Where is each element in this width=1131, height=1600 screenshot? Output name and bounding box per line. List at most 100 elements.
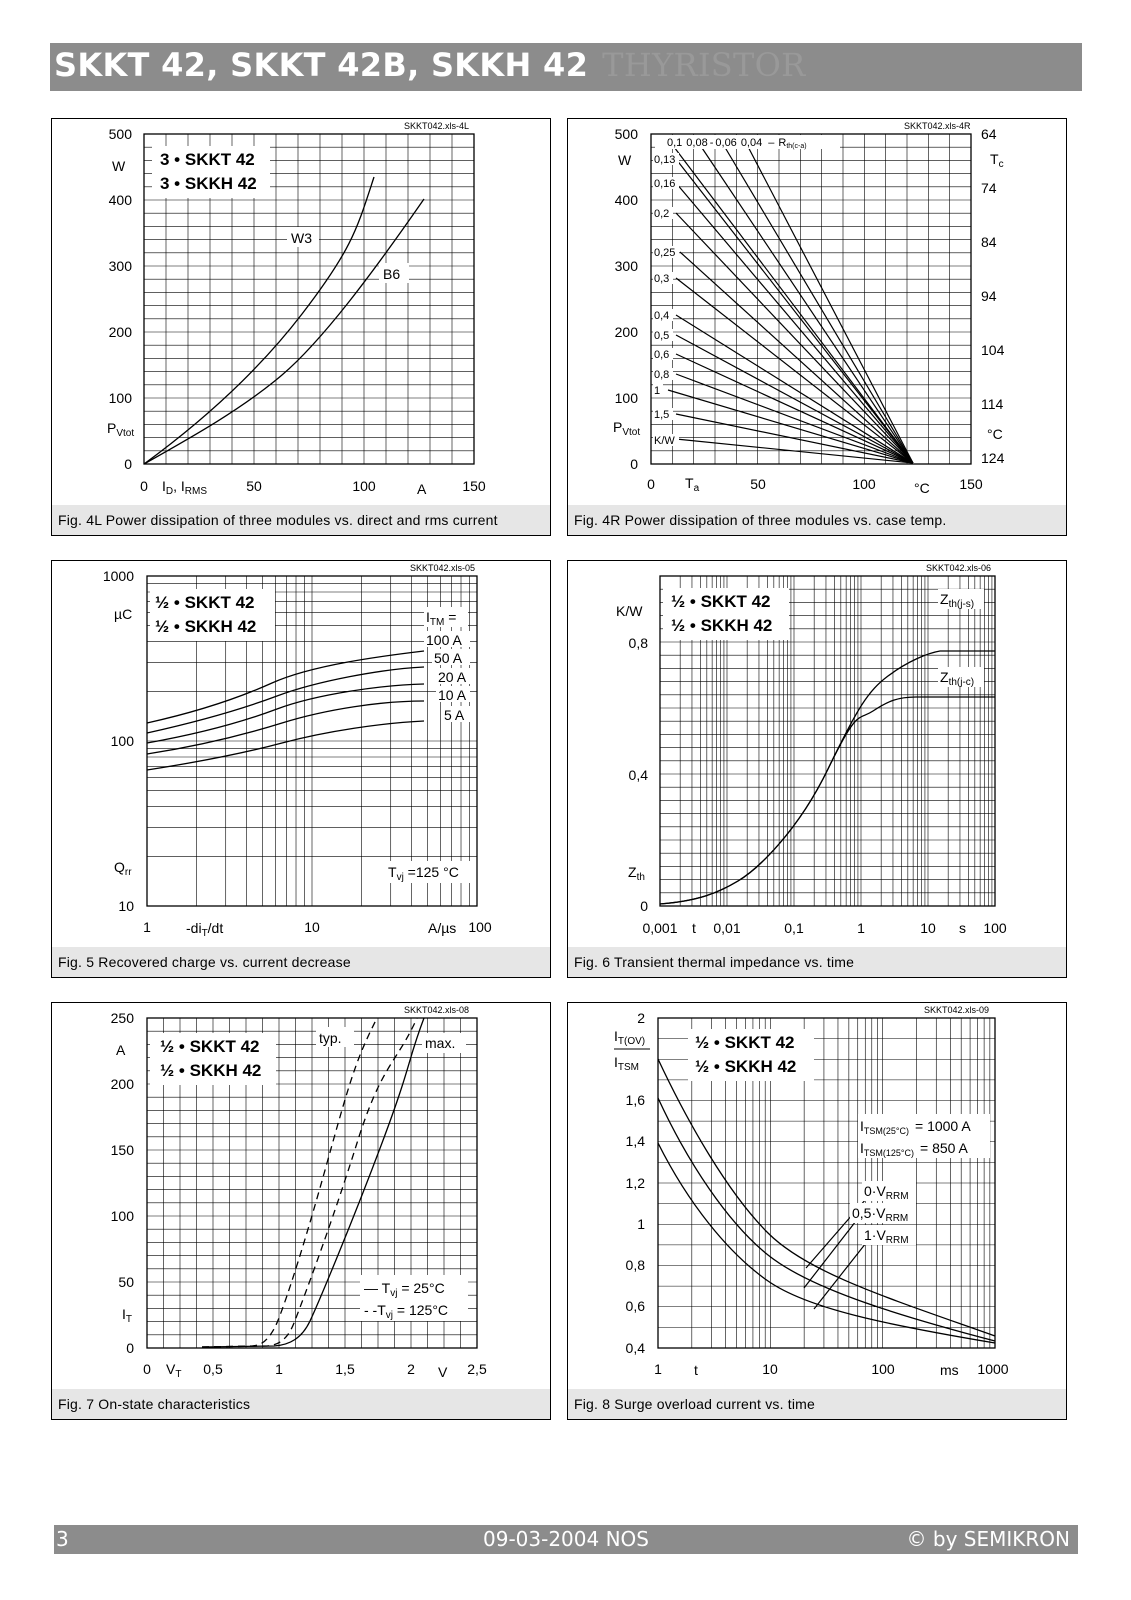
condition-125c: - -Tvj = 125°C xyxy=(364,1302,448,1321)
file-id: SKKT042.xls-4L xyxy=(404,121,470,131)
y-label: PVtot xyxy=(107,420,134,439)
fig-8-panel: SKKT042.xls-09 ½ • SKKT 42 ½ • SKKH 42 I… xyxy=(567,1002,1067,1420)
rth-label: 0,13 xyxy=(654,154,675,166)
fig-8-chart: ½ • SKKT 42 ½ • SKKH 42 ITSM(25°C) = 1000… xyxy=(614,1010,1009,1378)
footer-bar: 3 09-03-2004 NOS © by SEMIKRON xyxy=(54,1525,1078,1554)
file-id: SKKT042.xls-08 xyxy=(404,1005,470,1015)
x-unit: A/µs xyxy=(428,920,456,936)
grid-line xyxy=(695,138,914,464)
rth-label: 0,6 xyxy=(654,349,669,361)
curve-label: 10 A xyxy=(438,687,467,703)
rth-label: 0,8 xyxy=(654,369,669,381)
grid-line xyxy=(675,314,914,464)
grid-line xyxy=(675,277,914,464)
y-tick: 0,6 xyxy=(626,1298,646,1314)
on-state-curves xyxy=(201,1017,425,1348)
right-tick: 64 xyxy=(981,126,997,142)
fig-4r-panel: SKKT042.xls-4R 0,1 0,08-0,06 0,04– Rth(c-a)… xyxy=(567,118,1067,536)
fig-6-chart: ½ • SKKT 42 ½ • SKKH 42 Zth(j-s) Zth(j-c… xyxy=(616,575,1007,936)
y-tick: 100 xyxy=(109,390,133,406)
condition-25c: — Tvj = 25°C xyxy=(364,1280,445,1299)
right-tick: 74 xyxy=(981,180,997,196)
rth-label: 0,5 xyxy=(654,330,669,342)
y-tick: 200 xyxy=(615,324,639,340)
x-tick: 0,5 xyxy=(203,1361,223,1377)
vrrm-label-05: 0,5·VRRM xyxy=(852,1205,908,1224)
legend-line-1: ½ • SKKT 42 xyxy=(695,1033,795,1052)
right-tick: 84 xyxy=(981,234,997,250)
y-label-bottom: ITSM xyxy=(614,1054,639,1073)
y-tick: 100 xyxy=(111,733,135,749)
figure-caption: Fig. 8 Surge overload current vs. time xyxy=(568,1389,1066,1419)
curve-label: 50 A xyxy=(434,650,463,666)
y-tick: 0 xyxy=(124,456,132,472)
rth-label: 0,16 xyxy=(654,178,675,190)
right-tick: 104 xyxy=(981,342,1005,358)
curve-label-b6: B6 xyxy=(383,266,400,282)
rth-label: 0,2 xyxy=(654,208,669,220)
file-id: SKKT042.xls-09 xyxy=(924,1005,990,1015)
y-tick: 1,6 xyxy=(626,1092,646,1108)
y-tick: 250 xyxy=(111,1010,135,1026)
x-unit: °C xyxy=(914,480,930,496)
grid-line xyxy=(675,373,914,464)
footer-date: 09-03-2004 NOS xyxy=(483,1527,649,1551)
x-tick: 10 xyxy=(920,920,936,936)
x-tick: 2,5 xyxy=(467,1361,487,1377)
legend-line-1: ½ • SKKT 42 xyxy=(160,1037,260,1056)
y-tick: 100 xyxy=(615,390,639,406)
y-tick: 200 xyxy=(109,324,133,340)
x-label: t xyxy=(692,920,696,936)
right-tick: 124 xyxy=(981,450,1005,466)
itsm-125c: ITSM(125°C) = 850 A xyxy=(860,1140,969,1158)
y-tick: 0,8 xyxy=(626,1257,646,1273)
x-tick: 0,1 xyxy=(784,920,804,936)
fig-5-chart: ½ • SKKT 42 ½ • SKKH 42 ITM = 100 A 50 A… xyxy=(103,568,492,939)
y-tick: 300 xyxy=(109,258,133,274)
grid-line xyxy=(675,182,914,464)
rth-label: 0,3 xyxy=(654,273,669,285)
surge-curves xyxy=(657,1058,996,1344)
x-tick: 100 xyxy=(852,476,876,492)
right-label: Tc xyxy=(990,151,1004,170)
x-unit: V xyxy=(438,1364,448,1380)
legend-line-1: 3 • SKKT 42 xyxy=(160,150,255,169)
x-unit: A xyxy=(417,481,427,497)
x-tick: 0,001 xyxy=(642,920,677,936)
fig-5-panel: SKKT042.xls-05 ½ • SKKT 42 ½ • SKKH 42 I… xyxy=(51,560,551,978)
y-tick: 10 xyxy=(118,898,134,914)
y-tick: 500 xyxy=(109,126,133,142)
curve-label-zth-jc: Zth(j-c) xyxy=(940,669,974,688)
x-tick: 150 xyxy=(959,476,983,492)
x-tick: 0 xyxy=(140,478,148,494)
y-tick: 1000 xyxy=(103,568,134,584)
x-tick: 10 xyxy=(304,919,320,935)
legend-line-2: ½ • SKKH 42 xyxy=(160,1061,261,1080)
rth-top-labels: 0,1 0,08-0,06 0,04– Rth(c-a) xyxy=(667,137,807,150)
itsm-25c: ITSM(25°C) = 1000 A xyxy=(860,1118,971,1136)
x-tick: 1,5 xyxy=(335,1361,355,1377)
fig-4r-chart: 0,1 0,08-0,06 0,04– Rth(c-a) 0,13 0,16 0,2 … xyxy=(613,126,1005,496)
legend-line-2: ½ • SKKH 42 xyxy=(155,617,256,636)
grid-line xyxy=(675,158,914,464)
rth-label: 1 xyxy=(654,385,660,397)
grid-line xyxy=(675,438,914,464)
y-label: PVtot xyxy=(613,419,640,438)
y-tick: 100 xyxy=(111,1208,135,1224)
y-label: Zth xyxy=(628,864,645,883)
param-label: ITM = xyxy=(426,609,456,628)
x-tick: 1 xyxy=(654,1361,662,1377)
page-number: 3 xyxy=(56,1527,69,1551)
right-unit: °C xyxy=(987,426,1003,442)
curve-label: 20 A xyxy=(438,669,467,685)
y-tick: 200 xyxy=(111,1076,135,1092)
rth-label: 0,25 xyxy=(654,247,675,259)
y-tick: 400 xyxy=(109,192,133,208)
grid-line xyxy=(675,212,914,464)
rth-label: 1,5 xyxy=(654,409,669,421)
right-tick: 114 xyxy=(981,396,1004,412)
x-label: -diT/dt xyxy=(186,920,223,939)
curve-label: 100 A xyxy=(426,632,462,648)
y-tick: 0 xyxy=(630,456,638,472)
x-tick: 150 xyxy=(462,478,486,494)
